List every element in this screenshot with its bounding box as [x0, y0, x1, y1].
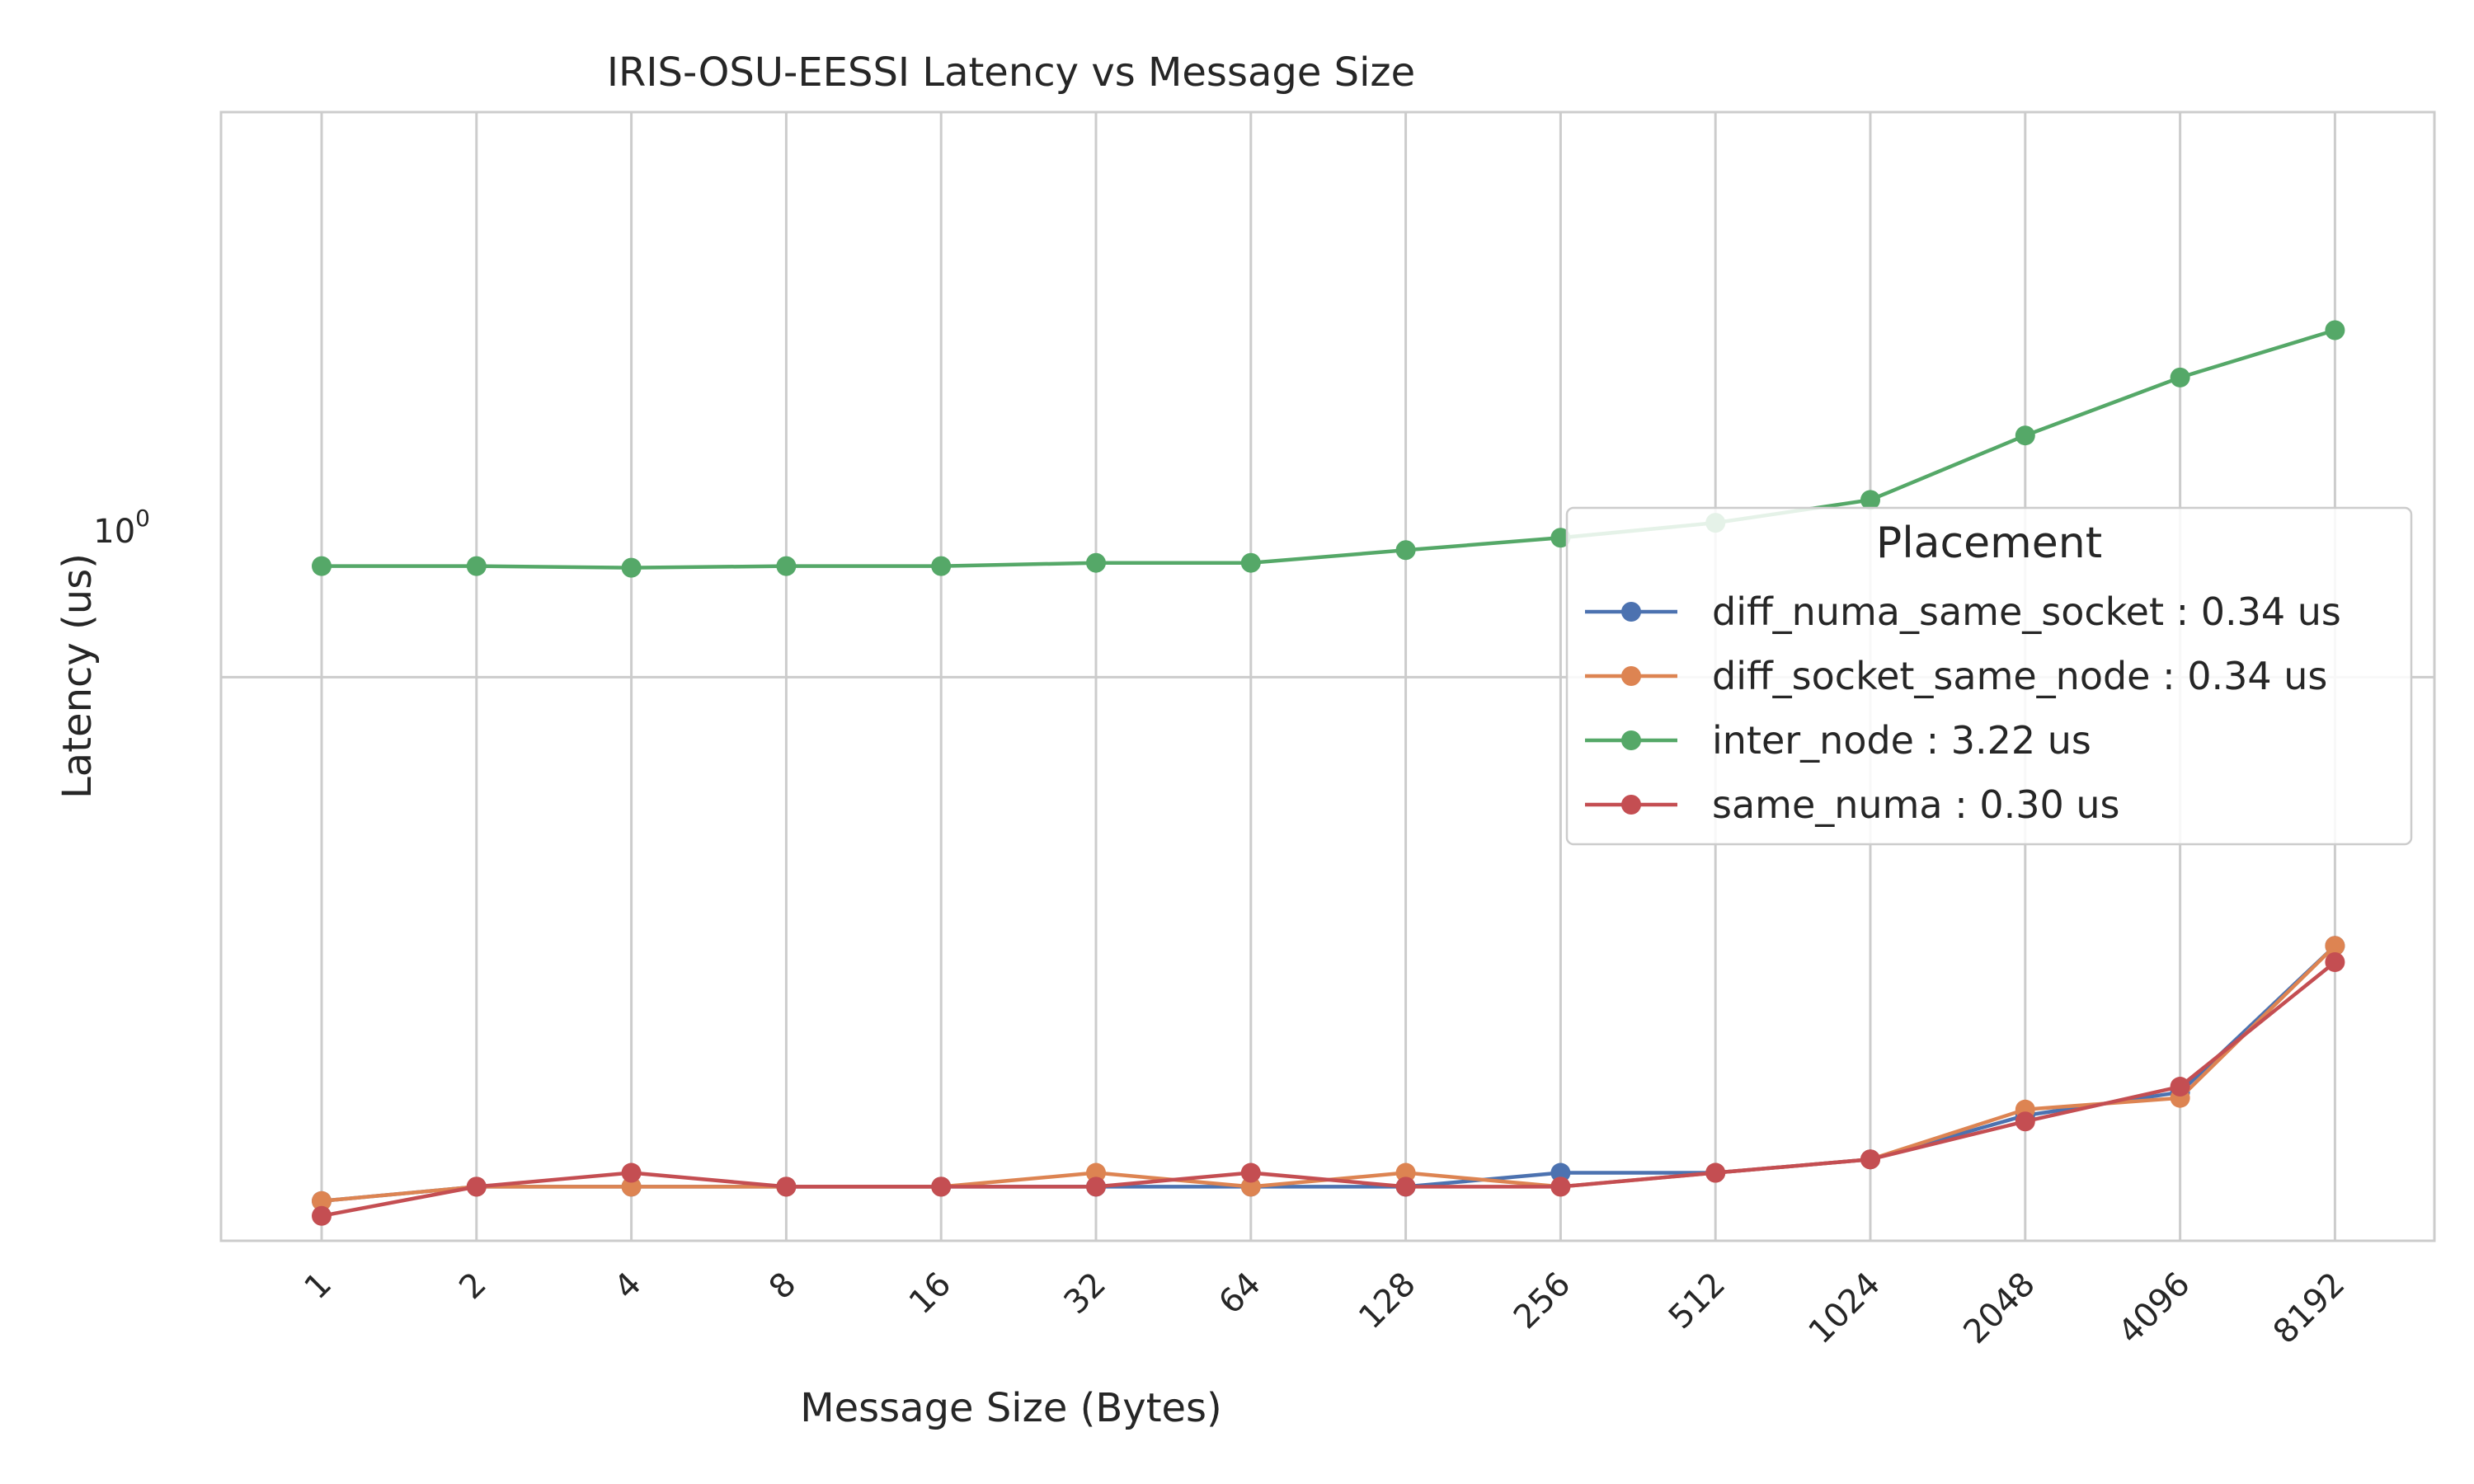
legend-entry: same_numa : 0.30 us: [1585, 782, 2119, 827]
data-point: [312, 556, 332, 576]
data-point: [1550, 1162, 1571, 1183]
legend-label: same_numa : 0.30 us: [1712, 782, 2119, 827]
data-point: [1086, 1176, 1106, 1197]
data-point: [1395, 1176, 1416, 1197]
x-axis-title: Message Size (Bytes): [800, 1385, 1222, 1431]
data-point: [2325, 936, 2345, 956]
data-point: [2170, 367, 2190, 387]
data-point: [776, 1176, 797, 1197]
chart-title: IRIS-OSU-EESSI Latency vs Message Size: [607, 49, 1415, 96]
data-point: [1395, 540, 1416, 561]
legend-entry: inter_node : 3.22 us: [1585, 718, 2091, 763]
data-point: [776, 556, 797, 576]
data-point: [1860, 1149, 1880, 1170]
legend-entries: diff_numa_same_socket : 0.34 us diff_sock…: [1585, 589, 2341, 827]
y-tick-label: 100: [93, 505, 150, 551]
data-point: [621, 1176, 642, 1197]
legend-box: [1565, 506, 2413, 846]
data-point: [621, 1162, 642, 1183]
data-point: [312, 1190, 332, 1211]
data-point: [1395, 1162, 1416, 1183]
legend-entry: diff_numa_same_socket : 0.34 us: [1585, 589, 2341, 634]
data-point: [1240, 552, 1261, 573]
y-tick-base: 10: [93, 513, 135, 551]
legend-label: diff_socket_same_node : 0.34 us: [1712, 654, 2327, 698]
y-tick-exponent: 0: [135, 505, 150, 532]
data-point: [1550, 528, 1571, 548]
legend-title: Placement: [1876, 519, 2102, 568]
legend-label: diff_numa_same_socket : 0.34 us: [1712, 589, 2341, 634]
data-point: [2015, 1111, 2035, 1132]
legend-marker: [1621, 795, 1641, 815]
data-point: [2325, 320, 2345, 340]
series-3: [312, 951, 2345, 1226]
data-point: [621, 557, 642, 578]
series-2: [312, 320, 2345, 578]
legend-label: inter_node : 3.22 us: [1712, 718, 2091, 763]
data-point: [931, 556, 952, 576]
data-point: [1550, 1176, 1571, 1197]
data-point: [466, 556, 487, 576]
data-point: [466, 1176, 487, 1197]
data-point: [1086, 1162, 1106, 1183]
data-point: [2325, 951, 2345, 972]
series-line: [319, 328, 2337, 570]
data-point: [1860, 490, 1880, 510]
data-point: [1240, 1162, 1261, 1183]
legend-marker: [1621, 730, 1641, 750]
y-axis-title: Latency (us): [54, 553, 101, 799]
series-line: [319, 960, 2337, 1219]
legend-marker: [1621, 666, 1641, 686]
data-point: [931, 1176, 952, 1197]
data-point: [1240, 1176, 1261, 1197]
data-point: [312, 1205, 332, 1226]
legend-entry: diff_socket_same_node : 0.34 us: [1585, 654, 2327, 698]
legend-marker: [1621, 602, 1641, 622]
series-layer: [312, 320, 2345, 1226]
plot-frame: [219, 110, 2436, 1242]
data-point: [2015, 425, 2035, 446]
data-point: [1086, 552, 1106, 573]
legend: Placement diff_numa_same_socket : 0.34 u…: [1565, 506, 2413, 846]
data-point: [2170, 1077, 2190, 1097]
data-point: [1705, 1162, 1726, 1183]
